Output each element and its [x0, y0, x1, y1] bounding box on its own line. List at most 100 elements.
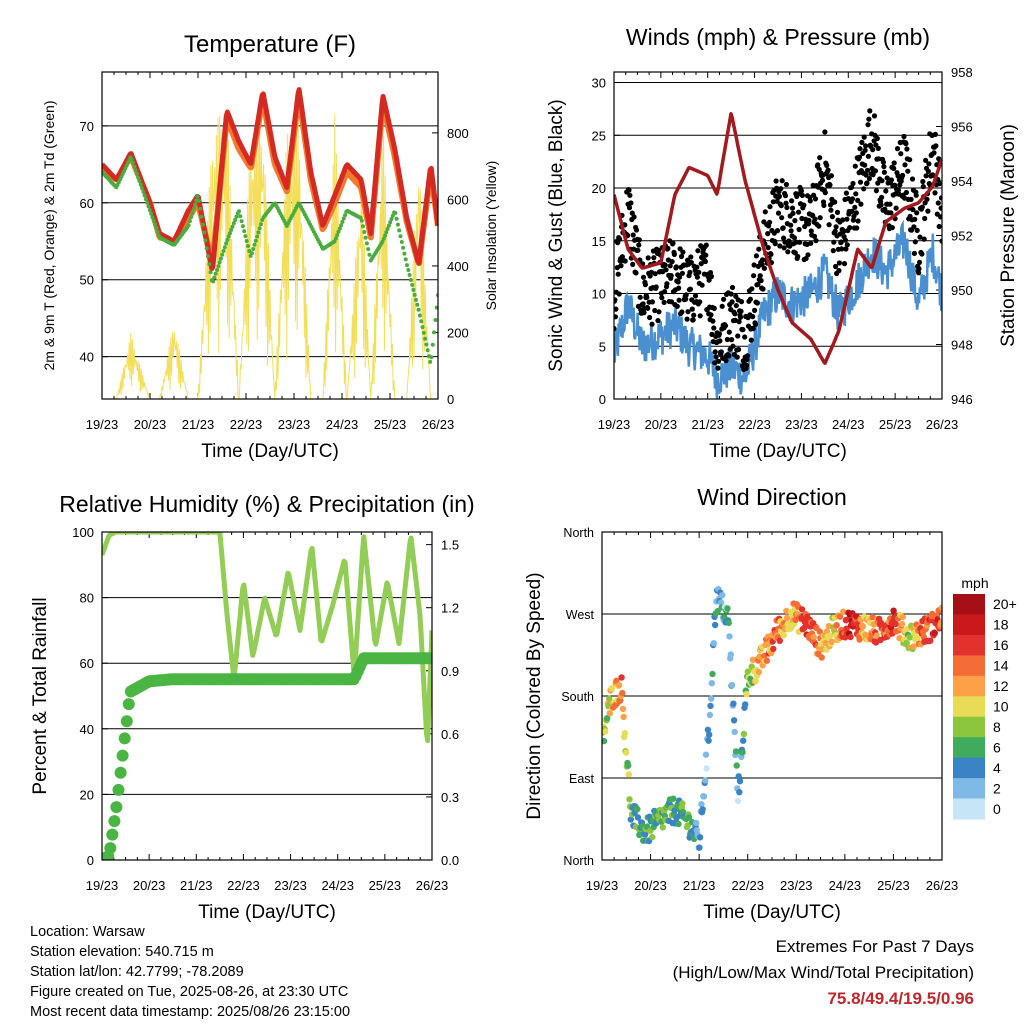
dewpoint-point — [195, 194, 200, 199]
gust-point — [685, 309, 691, 315]
gust-point — [938, 214, 942, 220]
dewpoint-point — [224, 241, 229, 246]
dewpoint-point — [364, 241, 369, 246]
y-right-tick-label: 956 — [951, 120, 973, 135]
gust-point — [716, 331, 723, 337]
chart-title: Temperature (F) — [184, 31, 356, 58]
gust-point — [932, 190, 938, 196]
gust-point — [744, 353, 751, 359]
gust-point — [844, 242, 850, 248]
chart-temperature: Temperature (F) 40 50 60 70 0 200 400 600 800 19/2… — [41, 31, 499, 462]
x-tick-label: 24/23 — [326, 417, 359, 432]
gust-point — [622, 258, 628, 264]
gust-point — [778, 203, 784, 209]
dewpoint-point — [190, 210, 195, 215]
gust-point — [819, 177, 826, 183]
y-tick-label: 5 — [599, 339, 606, 354]
gust-point — [669, 259, 675, 265]
direction-point — [816, 628, 823, 635]
dewpoint-point — [154, 226, 159, 231]
gust-point — [696, 269, 702, 275]
x-tick-label: 23/23 — [785, 417, 818, 432]
dewpoint-point — [433, 318, 438, 322]
dewpoint-point — [407, 273, 412, 277]
gust-point — [838, 239, 844, 245]
gust-point — [694, 264, 700, 270]
gust-point — [734, 354, 740, 360]
gust-point — [652, 307, 658, 314]
dewpoint-point — [222, 245, 227, 250]
gust-point — [744, 362, 750, 368]
gust-point — [676, 297, 682, 303]
gust-point — [614, 325, 617, 332]
gust-point — [933, 143, 939, 149]
gust-point — [844, 216, 850, 222]
precipitation-point — [110, 801, 123, 814]
gust-point — [626, 205, 633, 211]
precipitation-point — [118, 732, 131, 745]
dewpoint-point — [394, 216, 399, 221]
direction-point — [625, 771, 632, 778]
gust-point — [795, 191, 801, 197]
x-tick-label: 23/23 — [278, 417, 311, 432]
dewpoint-point — [423, 336, 428, 341]
colorbar-label: 2 — [993, 780, 1001, 796]
gust-point — [789, 198, 795, 204]
gust-point — [773, 178, 779, 184]
direction-point — [739, 749, 746, 756]
dewpoint-point — [238, 214, 243, 219]
gust-point — [916, 270, 922, 276]
gust-point — [843, 190, 850, 196]
gust-point — [911, 250, 918, 256]
gust-point — [724, 336, 731, 343]
gust-point — [833, 263, 839, 270]
dewpoint-point — [415, 302, 420, 307]
gust-point — [755, 281, 761, 287]
direction-point — [703, 765, 710, 772]
gust-point — [683, 296, 689, 302]
gust-point — [737, 314, 744, 320]
dewpoint-point — [337, 226, 342, 231]
direction-point — [714, 608, 721, 615]
gust-point — [664, 281, 670, 287]
direction-point — [626, 796, 633, 803]
precipitation-point — [108, 815, 121, 828]
y-right-tick-label: 0.3 — [441, 790, 459, 805]
gust-point — [849, 208, 855, 214]
dewpoint-point — [243, 234, 248, 239]
gust-point — [683, 292, 689, 298]
dewpoint-point — [220, 252, 225, 257]
gust-point — [728, 291, 734, 297]
gust-point — [667, 263, 673, 269]
dewpoint-point — [416, 307, 421, 312]
gust-point — [808, 240, 814, 246]
gust-point — [633, 227, 640, 233]
gust-point — [836, 268, 842, 274]
gust-point — [878, 202, 884, 208]
direction-point — [724, 605, 731, 612]
gust-point — [636, 242, 642, 248]
gust-point — [614, 314, 618, 320]
direction-point — [634, 814, 642, 821]
dewpoint-point — [230, 224, 235, 229]
gust-point — [834, 209, 841, 215]
dewpoint-point — [227, 231, 232, 236]
gust-point — [839, 246, 845, 252]
gust-point — [920, 178, 926, 185]
gust-point — [765, 245, 771, 251]
y-right-tick-label: 954 — [951, 174, 973, 189]
gust-point — [864, 180, 870, 186]
gust-point — [847, 225, 853, 231]
gust-point — [770, 199, 776, 205]
gust-point — [855, 218, 861, 224]
dewpoint-point — [149, 211, 154, 216]
gust-point — [870, 147, 876, 153]
x-tick-label: 25/23 — [374, 417, 407, 432]
gust-point — [738, 308, 744, 314]
gust-point — [695, 248, 701, 254]
gust-point — [629, 210, 635, 216]
x-tick-label: 26/23 — [422, 417, 455, 432]
direction-point — [696, 844, 703, 851]
gust-point — [822, 129, 828, 135]
gust-point — [792, 218, 798, 224]
